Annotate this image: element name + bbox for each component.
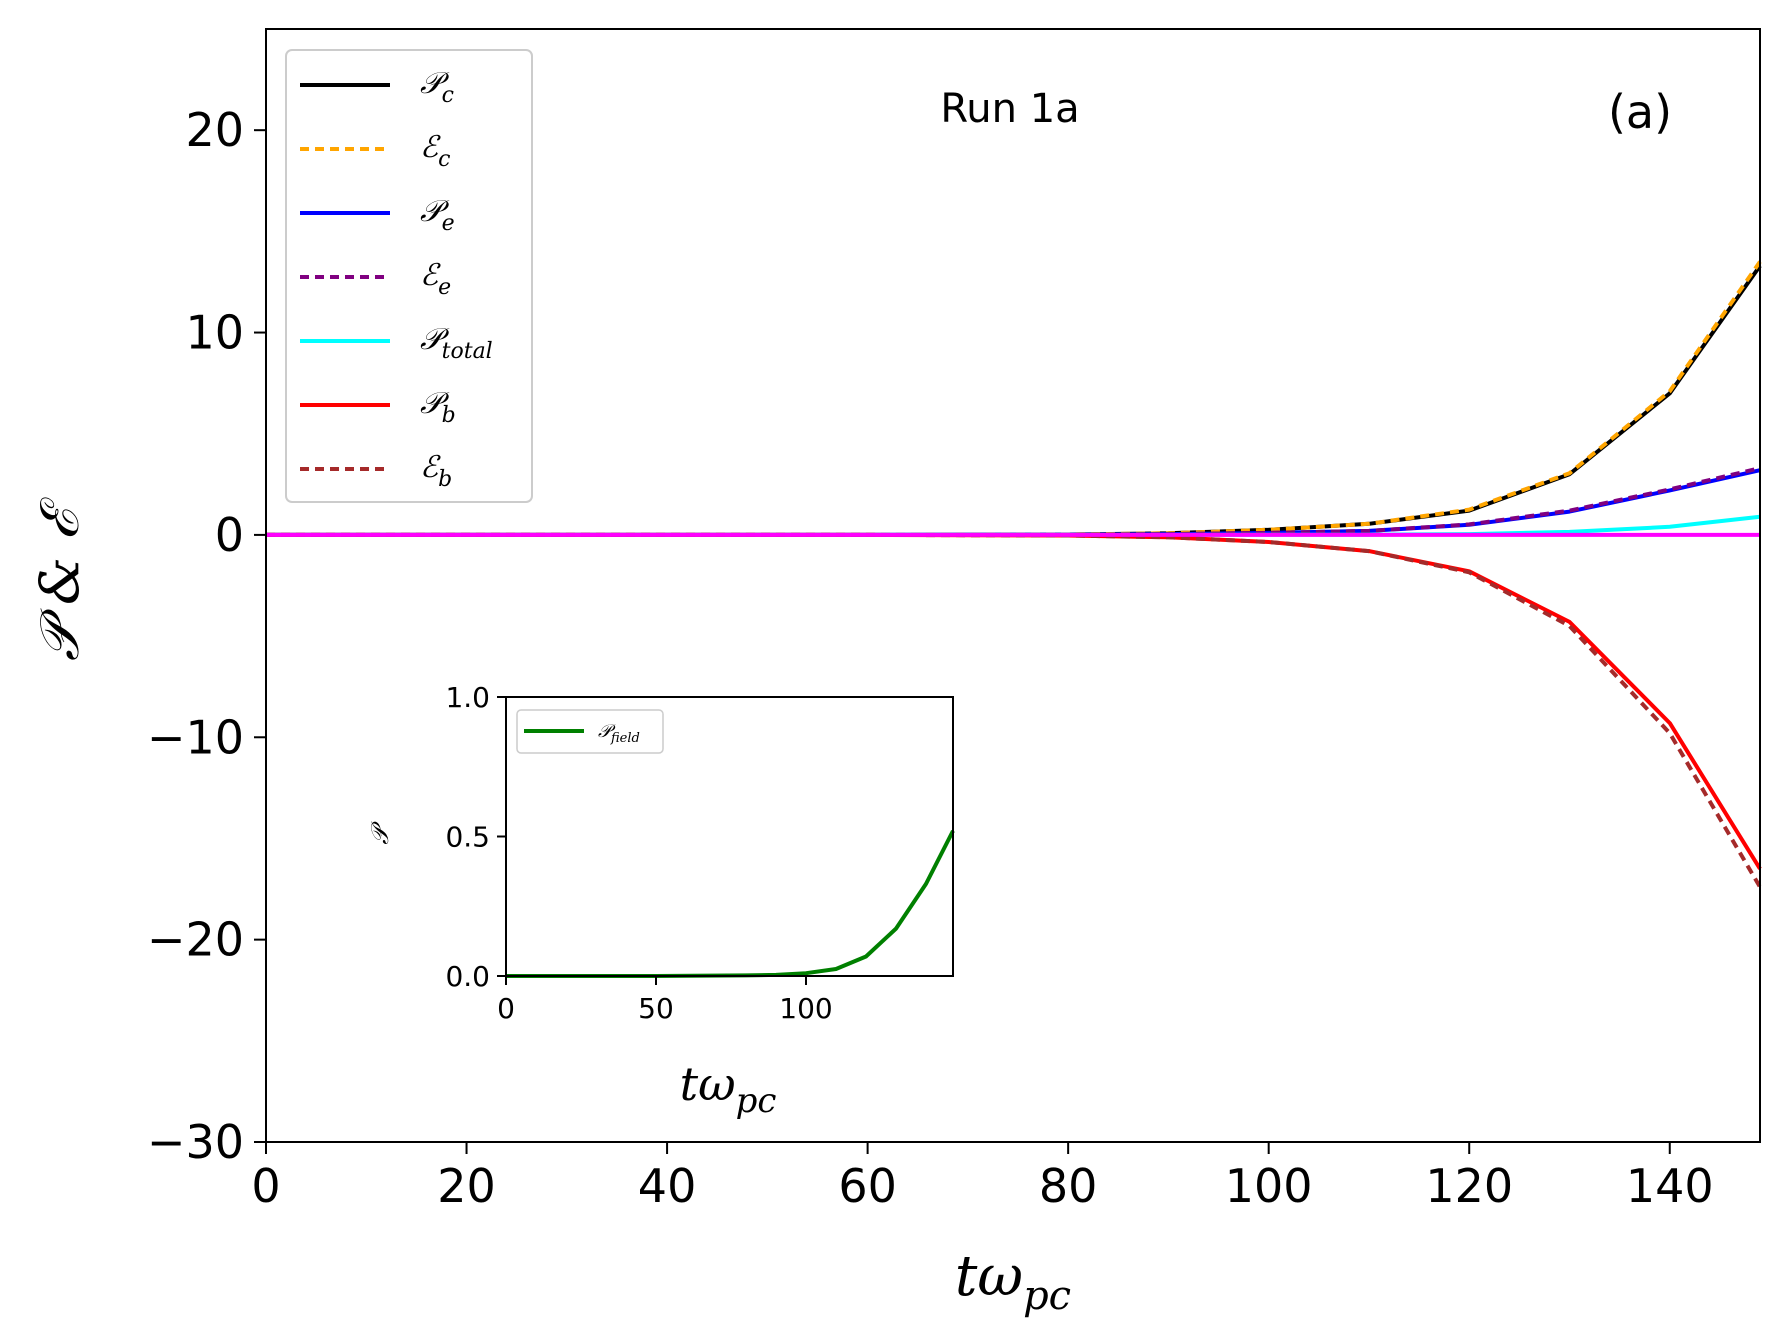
main-legend-box: [285, 49, 533, 503]
y-tick-label: −20: [147, 913, 244, 967]
main-y-axis-label: 𝒫 & ℰ: [28, 497, 91, 661]
main-y-ticks: 20 10 0 −10 −20 −30: [147, 103, 266, 1169]
panel-label: (a): [1608, 85, 1672, 139]
main-series-lines: [266, 260, 1762, 889]
legend-label-e: ℰe: [420, 258, 451, 300]
x-tick-label: 140: [1626, 1159, 1714, 1213]
inset-y-tick-label: 0.0: [445, 960, 490, 993]
inset-x-tick-label: 0: [497, 992, 515, 1025]
y-tick-label: −10: [147, 710, 244, 764]
inset-y-ticks: 0.0 0.5 1.0: [445, 681, 506, 993]
legend-label-c: ℰc: [420, 130, 451, 172]
main-x-axis-label: tωpc: [955, 1244, 1071, 1319]
inset-x-tick-label: 50: [638, 992, 674, 1025]
run-label: Run 1a: [940, 86, 1079, 132]
x-tick-label: 0: [251, 1159, 280, 1213]
inset-x-ticks: 0 50 100: [497, 976, 833, 1025]
y-tick-label: 10: [185, 306, 244, 360]
x-tick-label: 40: [638, 1159, 697, 1213]
inset-plot: 0 50 100 0.00.51.0 tωpc 𝒫 𝒫field: [366, 681, 955, 1121]
inset-x-axis-label: tωpc: [680, 1057, 777, 1121]
inset-y-tick-label: 0.5: [445, 821, 490, 854]
x-tick-label: 20: [437, 1159, 496, 1213]
inset-x-tick-label: 100: [779, 992, 832, 1025]
legend-label-b: ℰb: [420, 450, 452, 492]
inset-y-tick-label: 1.0: [445, 681, 490, 714]
x-tick-label: 60: [838, 1159, 897, 1213]
inset-legend: 𝒫field: [516, 709, 664, 754]
x-tick-label: 100: [1225, 1159, 1313, 1213]
x-tick-label: 80: [1039, 1159, 1098, 1213]
main-plot-frame: [265, 28, 1761, 1143]
main-x-ticks: 0 20 40 60 80 100 120 140: [251, 1142, 1714, 1213]
x-tick-label: 120: [1425, 1159, 1513, 1213]
y-tick-label: 20: [185, 103, 244, 157]
y-tick-label: −30: [147, 1115, 244, 1169]
inset-legend-box: [516, 709, 664, 754]
y-tick-label: 0: [215, 508, 244, 562]
